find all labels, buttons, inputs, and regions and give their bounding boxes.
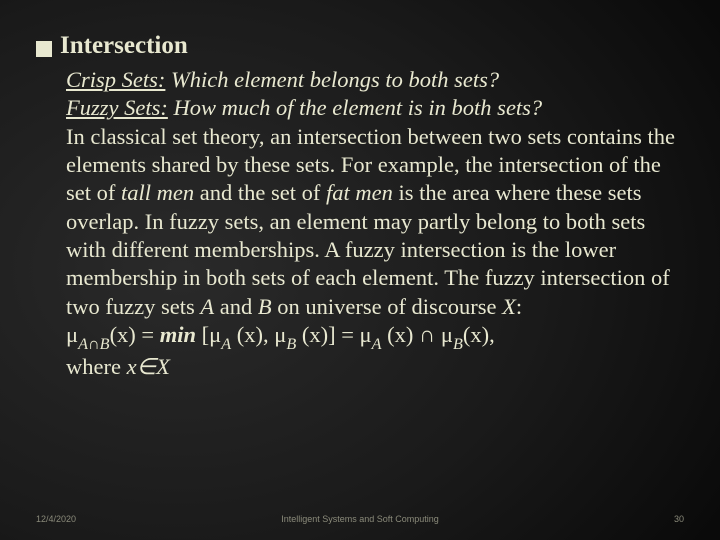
body-text: Crisp Sets: Which element belongs to bot… <box>66 66 684 381</box>
sub-a2: A <box>221 335 231 353</box>
footer-date: 12/4/2020 <box>36 514 76 524</box>
slide-container: Intersection Crisp Sets: Which element b… <box>0 0 720 540</box>
cap-sub: ∩ <box>88 335 100 353</box>
mu5: μ <box>441 322 453 347</box>
heading-text: Intersection <box>60 32 188 60</box>
formula-end: (x), <box>463 322 495 347</box>
bracket-open: [ <box>196 322 209 347</box>
and-word: and <box>214 294 258 319</box>
fuzzy-question: How much of the element is in both sets? <box>168 95 542 120</box>
mu1: μ <box>66 322 78 347</box>
sub-b3: B <box>453 335 463 353</box>
sub-a3: A <box>372 335 382 353</box>
para-b: and the set of <box>194 180 326 205</box>
set-x: X <box>502 294 516 319</box>
footer-center: Intelligent Systems and Soft Computing <box>281 514 439 524</box>
set-a: A <box>200 294 214 319</box>
mid3: (x) <box>381 322 419 347</box>
heading-row: Intersection <box>36 32 684 60</box>
x-in-x: x∈X <box>127 354 170 379</box>
fuzzy-label: Fuzzy Sets: <box>66 95 168 120</box>
footer: 12/4/2020 Intelligent Systems and Soft C… <box>0 514 720 524</box>
sub-b1: B <box>100 335 110 353</box>
min-word: min <box>160 322 196 347</box>
colon: : <box>516 294 522 319</box>
crisp-question: Which element belongs to both sets? <box>165 67 499 92</box>
xeq: (x) = <box>110 322 160 347</box>
where-word: where <box>66 354 127 379</box>
tall-men: tall men <box>121 180 194 205</box>
sub-a1: A <box>78 335 88 353</box>
bullet-square-icon <box>36 41 52 57</box>
mid1: (x), <box>231 322 274 347</box>
footer-page: 30 <box>674 514 684 524</box>
on-universe: on universe of discourse <box>272 294 503 319</box>
mu4: μ <box>360 322 372 347</box>
cap-big: ∩ <box>419 322 441 347</box>
mu3: μ <box>274 322 286 347</box>
crisp-label: Crisp Sets: <box>66 67 165 92</box>
mid2: (x)] = <box>296 322 359 347</box>
fat-men: fat men <box>326 180 393 205</box>
mu2: μ <box>209 322 221 347</box>
sub-b2: B <box>286 335 296 353</box>
set-b: B <box>258 294 272 319</box>
